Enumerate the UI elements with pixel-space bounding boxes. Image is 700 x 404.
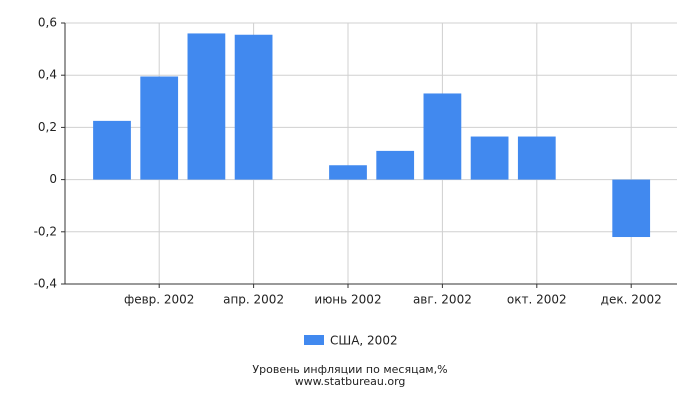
y-tick-label: -0,2	[34, 224, 57, 238]
x-tick-label: окт. 2002	[507, 293, 567, 307]
y-tick-label: 0,4	[38, 68, 57, 82]
bar	[234, 34, 273, 180]
bar	[140, 76, 179, 180]
bar	[329, 165, 367, 180]
x-tick-label: февр. 2002	[124, 293, 195, 307]
chart-source: www.statbureau.org	[295, 375, 406, 388]
bar	[470, 136, 509, 180]
y-tick-label: 0	[49, 172, 57, 186]
chart-caption: Уровень инфляции по месяцам,%	[252, 363, 447, 376]
bar	[612, 179, 651, 238]
bar	[376, 150, 415, 180]
x-tick-label: дек. 2002	[601, 293, 662, 307]
bar	[93, 120, 131, 180]
x-tick-label: июнь 2002	[314, 293, 381, 307]
y-tick-label: -0,4	[34, 277, 57, 291]
x-tick-label: апр. 2002	[223, 293, 284, 307]
bar	[517, 136, 556, 180]
legend-label: США, 2002	[330, 334, 398, 348]
y-tick-label: 0,2	[38, 120, 57, 134]
y-tick-label: 0,6	[38, 16, 57, 30]
bar	[423, 93, 462, 180]
x-tick-label: авг. 2002	[413, 293, 472, 307]
bar	[187, 33, 226, 180]
legend-swatch	[304, 335, 324, 345]
